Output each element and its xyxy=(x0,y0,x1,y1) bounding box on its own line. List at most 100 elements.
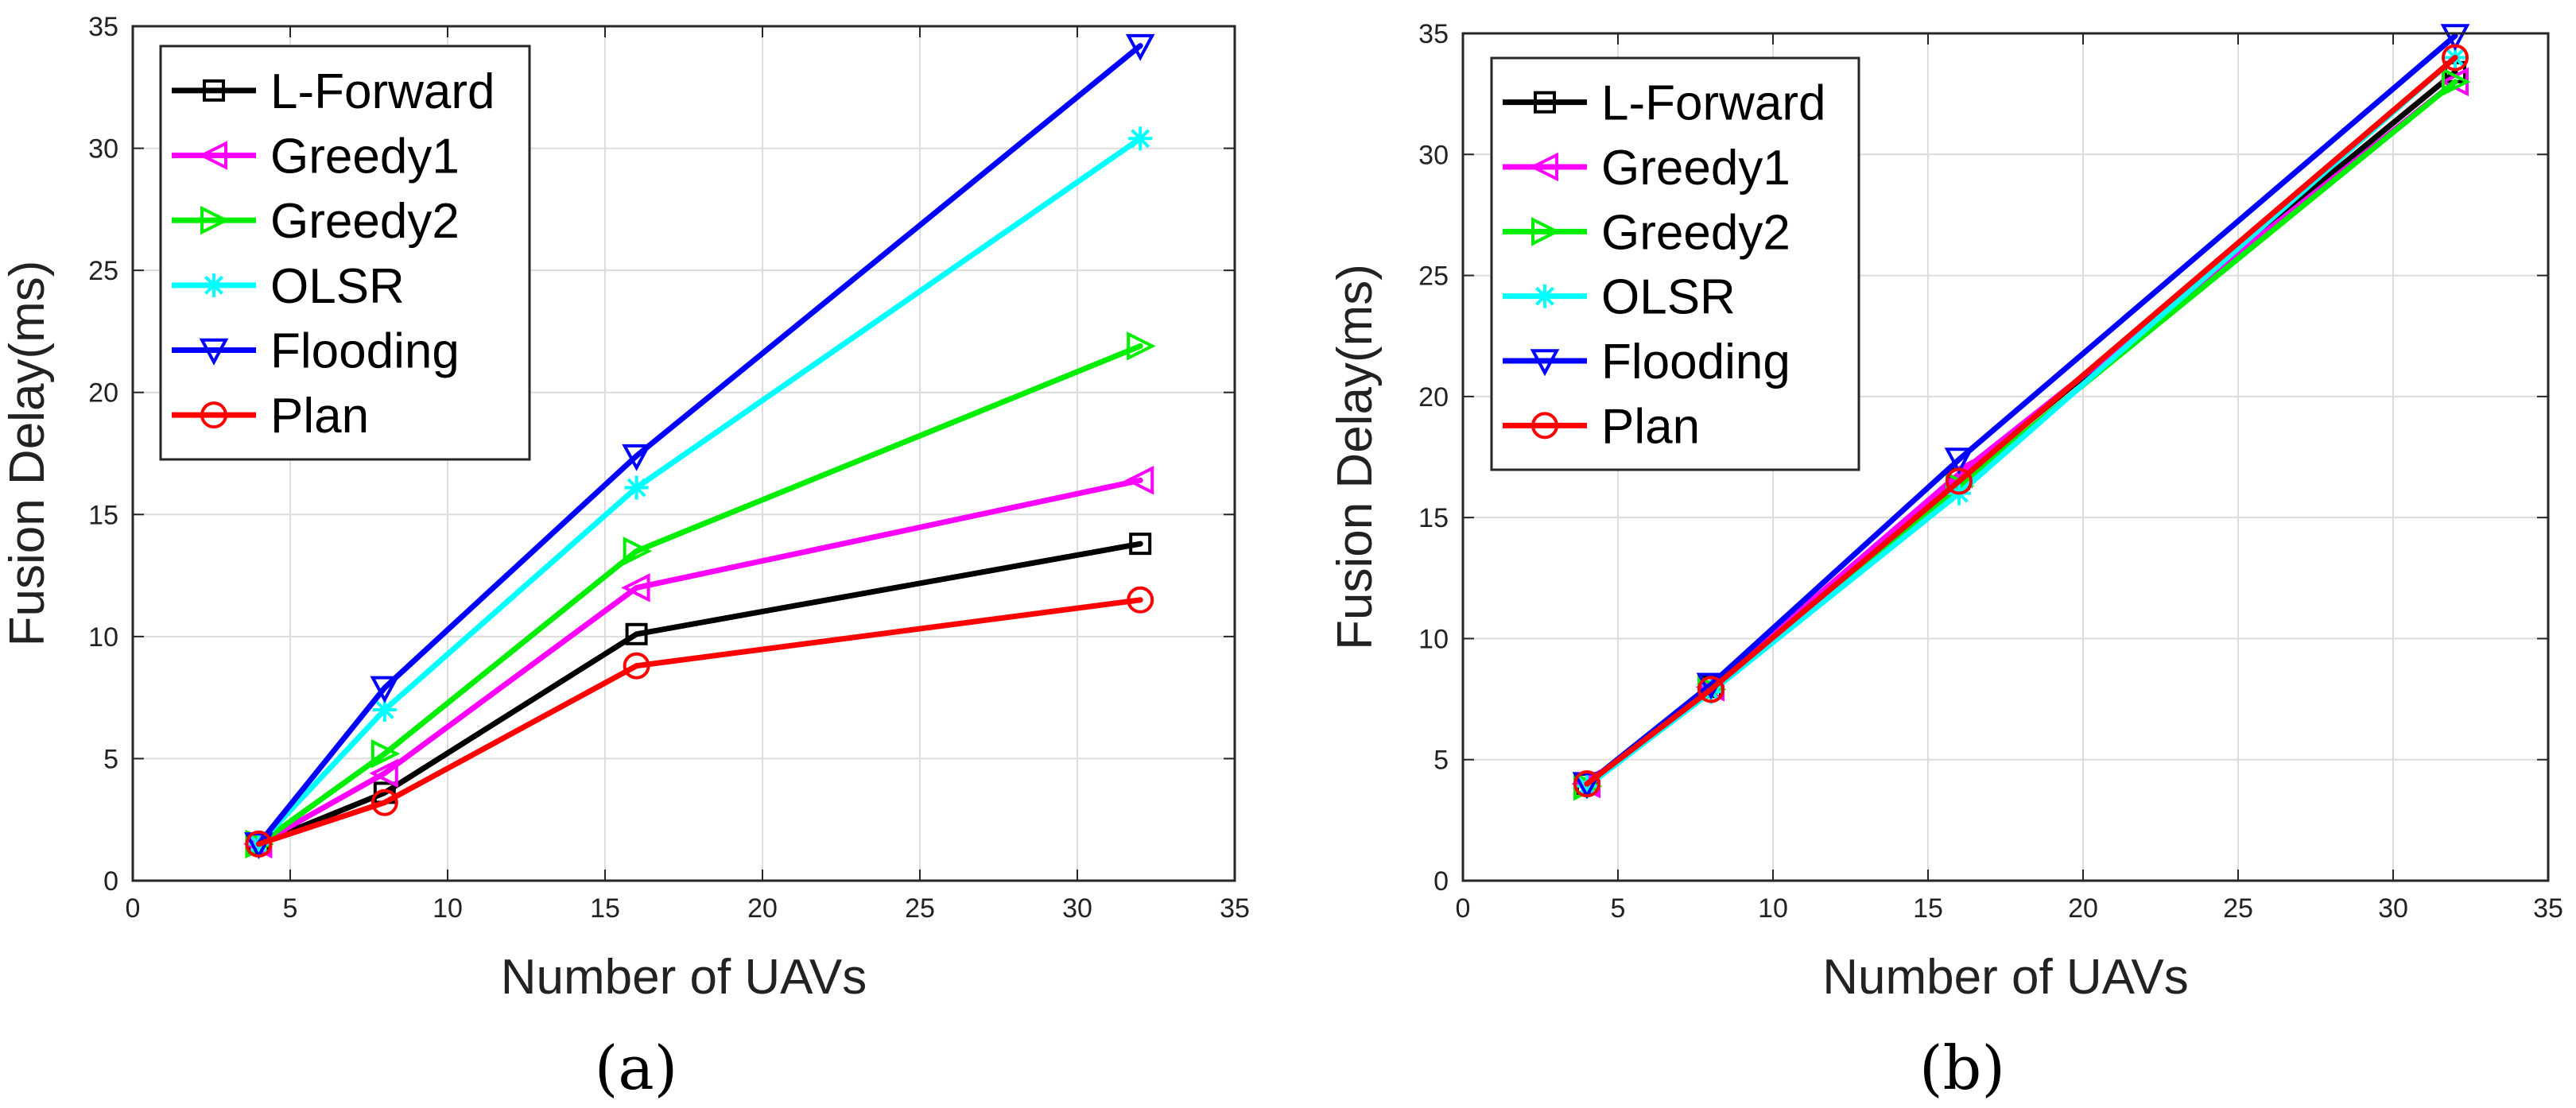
series-line-greedy2 xyxy=(255,343,1143,847)
data-point-plan xyxy=(1946,467,1973,495)
data-point-greedy2 xyxy=(1127,331,1156,361)
series-line-greedy1 xyxy=(255,477,1143,847)
x-tick-label: 5 xyxy=(1611,893,1626,924)
y-tick-label: 35 xyxy=(88,12,118,42)
x-tick-label: 20 xyxy=(2068,893,2098,924)
legend-marker-olsr xyxy=(202,273,226,297)
y-tick-label: 25 xyxy=(88,256,118,286)
x-tick-label: 30 xyxy=(1062,893,1092,924)
data-point-olsr xyxy=(624,475,649,500)
legend-marker-flooding xyxy=(199,338,229,366)
data-point-plan xyxy=(623,652,650,680)
data-point-plan xyxy=(370,788,398,816)
legend-marker-l-forward xyxy=(203,79,225,102)
x-axis-label: Number of UAVs xyxy=(1822,950,2189,1005)
legend-label-olsr: OLSR xyxy=(270,259,405,314)
legend-label-greedy1: Greedy1 xyxy=(1601,141,1790,196)
x-tick-label: 0 xyxy=(126,893,141,924)
legend-marker-greedy2 xyxy=(200,205,230,235)
legend-label-plan: Plan xyxy=(1601,399,1700,454)
legend-box xyxy=(159,45,531,461)
data-point-plan xyxy=(1573,770,1600,798)
x-tick-label: 25 xyxy=(905,893,935,924)
panel-b-caption: (b) xyxy=(1919,1032,2005,1103)
y-tick-label: 20 xyxy=(88,378,118,409)
y-tick-label: 10 xyxy=(1418,624,1449,654)
y-tick-label: 20 xyxy=(1418,382,1449,413)
data-point-greedy1 xyxy=(621,573,650,602)
legend-marker-greedy1 xyxy=(1529,152,1558,182)
legend-box xyxy=(1490,56,1860,471)
y-tick-label: 0 xyxy=(1433,866,1449,897)
x-tick-label: 20 xyxy=(747,893,778,924)
legend-label-plan: Plan xyxy=(270,389,369,444)
data-point-greedy2 xyxy=(370,739,401,769)
legend-marker-plan xyxy=(1531,412,1558,440)
y-tick-label: 35 xyxy=(1418,19,1449,49)
data-point-l-forward xyxy=(1129,533,1152,556)
data-point-l-forward xyxy=(625,622,648,645)
legend-label-flooding: Flooding xyxy=(270,324,460,379)
panel-a-caption: (a) xyxy=(595,1032,678,1103)
x-tick-label: 35 xyxy=(1220,893,1250,924)
y-tick-label: 15 xyxy=(88,500,118,530)
x-tick-label: 15 xyxy=(1913,893,1943,924)
legend-marker-olsr xyxy=(1533,284,1557,308)
legend-marker-plan xyxy=(200,401,227,429)
series-line-plan xyxy=(255,597,1143,847)
y-tick-label: 30 xyxy=(1418,140,1449,170)
x-tick-label: 10 xyxy=(1758,893,1788,924)
data-point-flooding xyxy=(1125,33,1155,61)
y-tick-label: 5 xyxy=(103,744,118,774)
x-tick-label: 5 xyxy=(283,893,298,924)
x-tick-label: 0 xyxy=(1456,893,1471,924)
legend-marker-l-forward xyxy=(1534,91,1556,114)
y-axis-label: Fusion Delay(ms) xyxy=(1328,264,1383,650)
data-point-plan xyxy=(245,830,273,858)
y-axis-label: Fusion Delay(ms) xyxy=(0,261,55,647)
y-tick-label: 0 xyxy=(103,866,118,897)
data-point-flooding xyxy=(622,444,651,471)
y-tick-label: 25 xyxy=(1418,262,1449,292)
series-line-l-forward xyxy=(255,540,1143,847)
data-point-flooding xyxy=(1572,772,1602,800)
x-tick-label: 35 xyxy=(2533,893,2563,924)
x-tick-label: 30 xyxy=(2378,893,2408,924)
chart-panel-a: 0 5 10 15 20 25 30 35 0 5 10 15 20 25 30 35 Number of UA… xyxy=(0,12,1250,1005)
legend-label-greedy1: Greedy1 xyxy=(270,130,460,184)
legend-marker-greedy2 xyxy=(1531,217,1561,246)
legend-label-flooding: Flooding xyxy=(1601,335,1790,389)
x-tick-label: 15 xyxy=(590,893,620,924)
x-tick-label: 10 xyxy=(433,893,463,924)
legend-label-olsr: OLSR xyxy=(1601,270,1736,325)
series-line-plan xyxy=(1584,54,2458,787)
data-point-greedy1 xyxy=(369,758,398,788)
data-point-greedy2 xyxy=(2442,67,2471,97)
data-point-plan xyxy=(2442,44,2469,72)
series-line-flooding xyxy=(255,43,1143,847)
data-point-plan xyxy=(1697,676,1724,703)
x-axis-label: Number of UAVs xyxy=(501,950,867,1005)
legend-marker-flooding xyxy=(1530,349,1560,377)
data-point-olsr xyxy=(372,698,397,722)
chart-panel-b: 0 5 10 15 20 25 30 35 0 5 10 15 20 25 30 35 Number of UA… xyxy=(1328,19,2563,1005)
data-point-flooding xyxy=(370,676,400,703)
y-tick-label: 30 xyxy=(88,134,118,165)
data-point-greedy2 xyxy=(623,537,653,566)
y-tick-label: 15 xyxy=(1418,503,1449,533)
x-tick-label: 25 xyxy=(2223,893,2253,924)
y-tick-label: 5 xyxy=(1433,746,1449,776)
y-tick-label: 10 xyxy=(88,622,118,653)
axes-box xyxy=(131,25,1236,882)
data-point-plan xyxy=(1127,586,1154,614)
legend-label-greedy2: Greedy2 xyxy=(270,194,460,249)
legend-label-greedy2: Greedy2 xyxy=(1601,205,1790,260)
data-point-flooding xyxy=(2440,24,2470,52)
data-point-flooding xyxy=(1944,447,1974,475)
legend-label-l-forward: L-Forward xyxy=(1601,76,1826,131)
data-point-olsr xyxy=(1128,126,1153,151)
series-line-olsr xyxy=(255,135,1143,847)
legend-label-l-forward: L-Forward xyxy=(270,64,495,119)
legend-marker-greedy1 xyxy=(198,141,227,170)
